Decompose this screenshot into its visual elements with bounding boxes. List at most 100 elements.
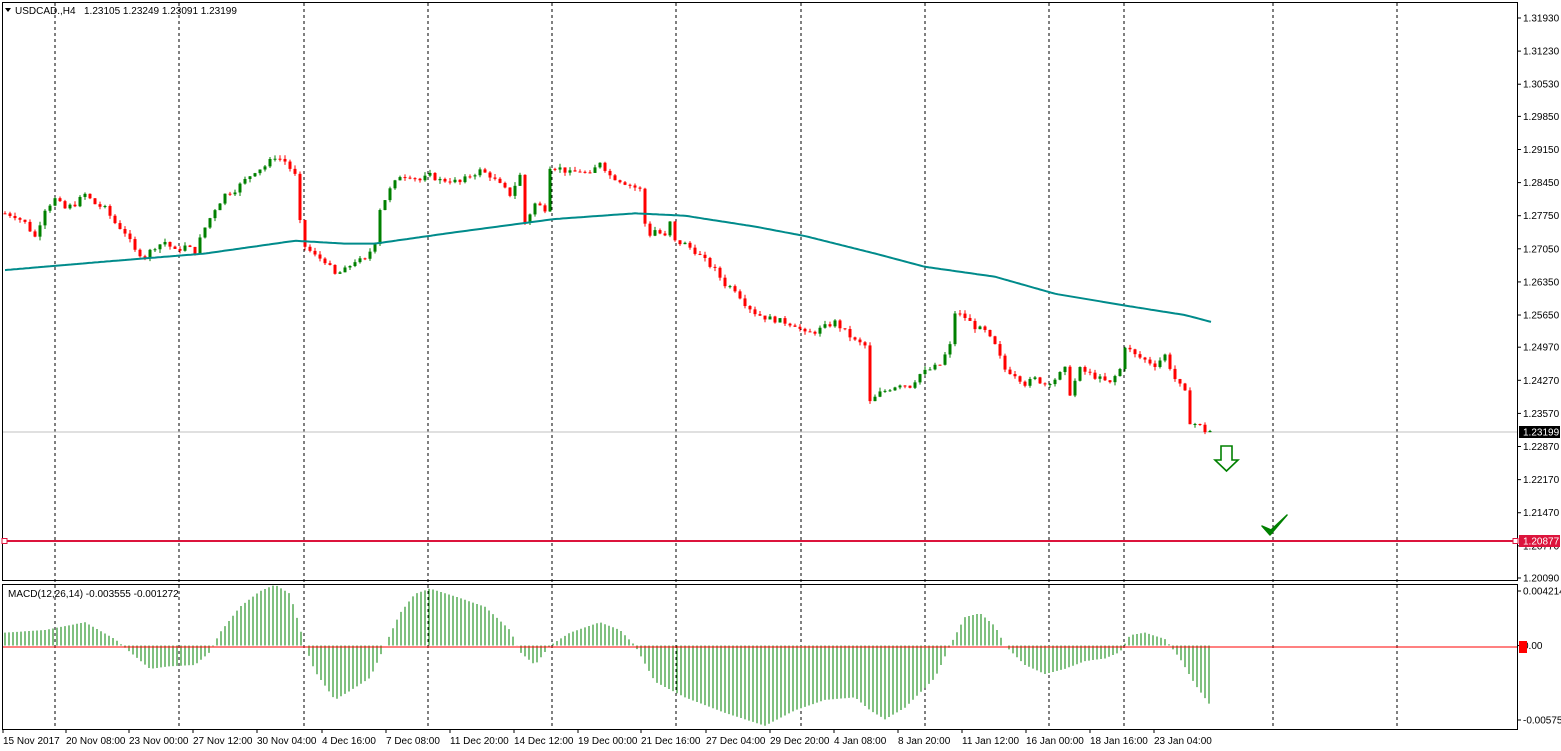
- candle-body: [1043, 383, 1047, 385]
- candle-body: [53, 198, 57, 206]
- candle-body: [328, 263, 332, 265]
- candle-body: [793, 325, 797, 327]
- candle-body: [828, 324, 832, 327]
- candle-body: [1118, 369, 1122, 377]
- candle-body: [288, 161, 292, 169]
- down-arrow-icon: [1213, 445, 1240, 473]
- candle-body: [278, 158, 282, 160]
- candle-body: [613, 175, 617, 181]
- dropdown-triangle-icon[interactable]: [5, 8, 11, 12]
- candle-body: [533, 203, 537, 215]
- candle-body: [453, 179, 457, 183]
- candle-body: [733, 286, 737, 292]
- candle-body: [1143, 357, 1147, 360]
- symbol-label: USDCAD.,H4: [15, 6, 76, 17]
- candle-body: [1053, 379, 1057, 385]
- target-line-handle-left[interactable]: [1, 538, 8, 544]
- candle-body: [413, 178, 417, 180]
- candle-body: [258, 169, 262, 174]
- candle-body: [463, 176, 467, 183]
- candle-body: [203, 227, 207, 238]
- candle-body: [573, 170, 577, 172]
- candle-body: [1123, 347, 1127, 370]
- candle-body: [1048, 384, 1052, 386]
- candle-body: [588, 172, 592, 174]
- candle-body: [73, 204, 77, 207]
- candle-body: [1158, 360, 1162, 367]
- candle-body: [728, 286, 732, 288]
- y-tick-label: 1.22870: [1523, 442, 1560, 453]
- time-axis: 15 Nov 2017 20 Nov 08:00 23 Nov 00:00 27 No…: [2, 730, 1212, 747]
- x-tick-label: 30 Nov 04:00: [257, 736, 317, 747]
- candle-body: [738, 291, 742, 299]
- x-tick-label: 20 Nov 08:00: [66, 736, 126, 747]
- x-tick-label: 11 Jan 12:00: [962, 736, 1020, 747]
- candle-body: [1038, 377, 1042, 384]
- candle-body: [718, 267, 722, 278]
- candle-body: [148, 249, 152, 258]
- candle-body: [83, 193, 87, 197]
- candle-body: [908, 385, 912, 388]
- candle-body: [88, 193, 92, 199]
- candle-body: [953, 313, 957, 345]
- target-price-label: 1.20877: [1523, 537, 1560, 548]
- candle-body: [443, 178, 447, 182]
- candle-body: [513, 185, 517, 196]
- candle-body: [1183, 383, 1187, 391]
- x-tick-label: 23 Nov 00:00: [129, 736, 189, 747]
- candle-body: [13, 215, 17, 219]
- candle-body: [993, 336, 997, 345]
- candle-body: [623, 182, 627, 185]
- current-price-label: 1.23199: [1523, 428, 1560, 439]
- candle-body: [698, 253, 702, 255]
- y-tick-label: 1.23570: [1523, 409, 1560, 420]
- candle-body: [448, 181, 452, 183]
- candle-body: [743, 298, 747, 307]
- candle-body: [313, 250, 317, 255]
- candle-body: [178, 248, 182, 251]
- candle-body: [553, 168, 557, 170]
- candle-body: [923, 369, 927, 375]
- candle-body: [858, 339, 862, 343]
- candle-body: [913, 382, 917, 388]
- candle-body: [1083, 367, 1087, 372]
- candle-body: [238, 183, 242, 193]
- candle-body: [398, 177, 402, 181]
- candle-body: [1188, 390, 1192, 425]
- candle-body: [898, 385, 902, 388]
- candle-body: [78, 196, 82, 207]
- candle-body: [273, 158, 277, 160]
- candle-body: [28, 221, 32, 232]
- x-tick-label: 19 Dec 00:00: [578, 736, 638, 747]
- target-line-handle-right[interactable]: [1512, 538, 1519, 544]
- candle-body: [603, 162, 607, 171]
- vertical-grid: [54, 3, 1398, 729]
- y-tick-label: 1.31930: [1523, 14, 1560, 25]
- candle-body: [978, 326, 982, 330]
- candle-body: [428, 172, 432, 176]
- x-tick-label: 11 Dec 20:00: [450, 736, 509, 747]
- candle-body: [528, 214, 532, 224]
- candle-body: [493, 177, 497, 179]
- candle-body: [1168, 354, 1172, 369]
- candle-body: [563, 167, 567, 173]
- candle-body: [608, 170, 612, 176]
- candle-body: [883, 390, 887, 392]
- candle-body: [58, 198, 62, 202]
- candle-body: [1078, 367, 1082, 381]
- candle-body: [268, 159, 272, 167]
- x-tick-label: 4 Jan 08:00: [834, 736, 887, 747]
- candle-body: [633, 185, 637, 188]
- candle-body: [798, 326, 802, 329]
- candle-body: [873, 396, 877, 402]
- candle-body: [163, 241, 167, 245]
- x-tick-label: 18 Jan 16:00: [1090, 736, 1148, 747]
- candle-body: [498, 178, 502, 183]
- candle-body: [893, 387, 897, 391]
- candle-body: [23, 219, 27, 222]
- candle-body: [188, 245, 192, 247]
- moving-average-line: [4, 212, 1212, 323]
- candle-body: [168, 241, 172, 247]
- candle-body: [518, 174, 522, 186]
